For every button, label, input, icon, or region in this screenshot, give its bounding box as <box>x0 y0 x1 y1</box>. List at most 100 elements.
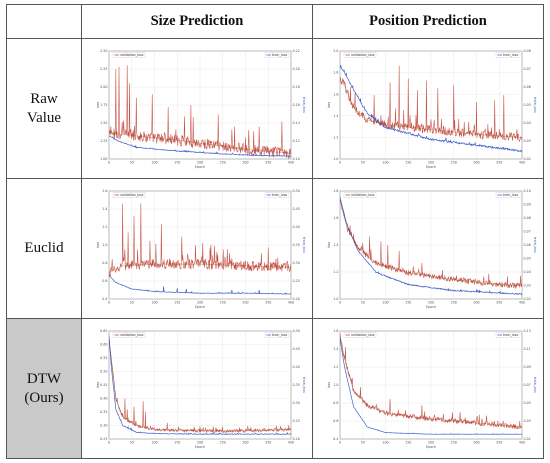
x-tick-label: 150 <box>174 161 180 165</box>
row-label-line: Euclid <box>24 240 64 257</box>
legend-label: train_loss <box>272 53 288 57</box>
legend-validation: validation_loss <box>112 192 146 198</box>
x-tick-label: 200 <box>428 161 434 165</box>
plot-area: 0 50 100 150 200 250 300 350 400 2.0 1.8 1.6 1.4 1.2 1… <box>327 49 537 169</box>
y2-tick-label: 0.13 <box>524 329 531 333</box>
legend-label: validation_loss <box>351 193 375 197</box>
train-loss-line <box>340 338 522 435</box>
y-tick-label: 1.6 <box>333 216 338 220</box>
y-axis-label: loss <box>327 102 331 109</box>
y2-tick-label: 0.25 <box>293 279 300 283</box>
y2-tick-label: 0.08 <box>524 216 531 220</box>
y2-tick-label: 0.06 <box>524 243 531 247</box>
x-tick-label: 300 <box>242 301 248 305</box>
y-tick-label: 0.55 <box>100 356 107 360</box>
y2-tick-label: 0.40 <box>293 365 300 369</box>
y2-tick-label: 0.16 <box>293 103 300 107</box>
y-tick-label: 1.4 <box>333 347 338 351</box>
y-tick-label: 1.50 <box>100 121 107 125</box>
x-tick-label: 300 <box>473 301 479 305</box>
x-tick-label: 50 <box>361 441 365 445</box>
y2-tick-label: 0.20 <box>293 67 300 71</box>
y2-tick-label: 0.14 <box>293 121 300 125</box>
y2-axis-label: train_loss <box>302 377 306 393</box>
legend-validation: validation_loss <box>112 52 146 58</box>
x-tick-label: 400 <box>519 441 525 445</box>
y-tick-label: 1.0 <box>333 383 338 387</box>
legend-label: train_loss <box>503 53 519 57</box>
y2-tick-label: 0.40 <box>293 225 300 229</box>
legend-train: train_loss <box>495 332 521 338</box>
x-tick-label: 200 <box>197 441 203 445</box>
y2-axis-label: train_loss <box>302 97 306 113</box>
x-tick-label: 150 <box>405 161 411 165</box>
legend-validation: validation_loss <box>343 332 377 338</box>
y-tick-label: 0.4 <box>333 437 338 441</box>
x-tick-label: 100 <box>382 301 388 305</box>
y2-tick-label: 0.10 <box>293 157 300 161</box>
x-tick-label: 400 <box>519 161 525 165</box>
y-tick-label: 1.4 <box>102 207 107 211</box>
validation-loss-line <box>340 65 522 143</box>
plot-cell-dtw-size: 0 50 100 150 200 250 300 350 400 0.65 0.60 0.55 0.50… <box>81 318 313 459</box>
y-tick-label: 0.50 <box>100 370 107 374</box>
y-tick-label: 0.40 <box>100 397 107 401</box>
x-tick-label: 150 <box>405 441 411 445</box>
y2-tick-label: 0.09 <box>524 203 531 207</box>
x-tick-label: 400 <box>288 161 294 165</box>
x-tick-label: 100 <box>151 161 157 165</box>
x-tick-label: 50 <box>130 161 134 165</box>
loss-chart-raw-position: 0 50 100 150 200 250 300 350 400 2.0 1.8 1.6 1.4 1.2 1… <box>327 49 537 169</box>
y-tick-label: 0.6 <box>102 279 107 283</box>
y-tick-label: 0.25 <box>100 437 107 441</box>
x-tick-label: 150 <box>174 441 180 445</box>
y2-tick-label: 0.01 <box>524 437 531 441</box>
loss-chart-dtw-position: 0 50 100 150 200 250 300 350 400 1.6 1.4 1.2 1.0 0.8 0… <box>327 329 537 449</box>
legend-label: validation_loss <box>351 53 375 57</box>
y-tick-label: 0.60 <box>100 343 107 347</box>
y-tick-label: 1.2 <box>333 365 338 369</box>
y-axis-label: loss <box>96 242 100 249</box>
x-tick-label: 200 <box>428 301 434 305</box>
legend-validation: validation_loss <box>112 332 146 338</box>
y2-tick-label: 0.10 <box>524 189 531 193</box>
x-tick-label: 250 <box>451 441 457 445</box>
y-tick-label: 0.8 <box>333 401 338 405</box>
y-tick-label: 0.45 <box>100 383 107 387</box>
y2-tick-label: 0.30 <box>293 261 300 265</box>
row-label-line: Raw <box>30 90 58 107</box>
legend-train: train_loss <box>495 52 521 58</box>
x-tick-label: 0 <box>108 441 110 445</box>
y-tick-label: 1.6 <box>333 329 338 333</box>
y2-axis-label: train_loss <box>533 237 537 253</box>
x-tick-label: 100 <box>382 161 388 165</box>
validation-loss-line <box>109 338 291 434</box>
x-tick-label: 250 <box>451 301 457 305</box>
x-tick-label: 200 <box>428 441 434 445</box>
x-axis-label: Epoch <box>426 165 436 169</box>
y-tick-label: 1.2 <box>333 136 338 140</box>
y-tick-label: 1.8 <box>333 189 338 193</box>
train-loss-line <box>109 336 291 435</box>
y2-tick-label: 0.20 <box>293 297 300 301</box>
row-label-raw-value: Raw Value <box>6 38 82 179</box>
y2-tick-label: 0.05 <box>524 401 531 405</box>
plot-cell-euclid-position: 0 50 100 150 200 250 300 350 400 1.8 1.6 1.4 1.2 1.0 0… <box>312 178 544 319</box>
plot-area: 0 50 100 150 200 250 300 350 400 2.50 2.25 2.00 1.75… <box>96 49 306 169</box>
x-axis-label: Epoch <box>195 305 205 309</box>
train-loss-line <box>340 196 522 296</box>
y2-tick-label: 0.45 <box>293 207 300 211</box>
x-tick-label: 250 <box>220 161 226 165</box>
header-size-prediction: Size Prediction <box>81 4 313 39</box>
x-tick-label: 350 <box>496 441 502 445</box>
y2-tick-label: 0.09 <box>524 365 531 369</box>
y-axis-label: loss <box>327 242 331 249</box>
y-tick-label: 1.6 <box>333 92 338 96</box>
y2-tick-label: 0.35 <box>293 383 300 387</box>
y2-tick-label: 0.50 <box>293 329 300 333</box>
plot-cell-euclid-size: 0 50 100 150 200 250 300 350 400 1.6 1.4 1.2 1.0 0.8 0… <box>81 178 313 319</box>
y2-tick-label: 0.25 <box>293 419 300 423</box>
y-tick-label: 1.25 <box>100 139 107 143</box>
y2-tick-label: 0.06 <box>524 85 531 89</box>
legend-label: train_loss <box>272 333 288 337</box>
